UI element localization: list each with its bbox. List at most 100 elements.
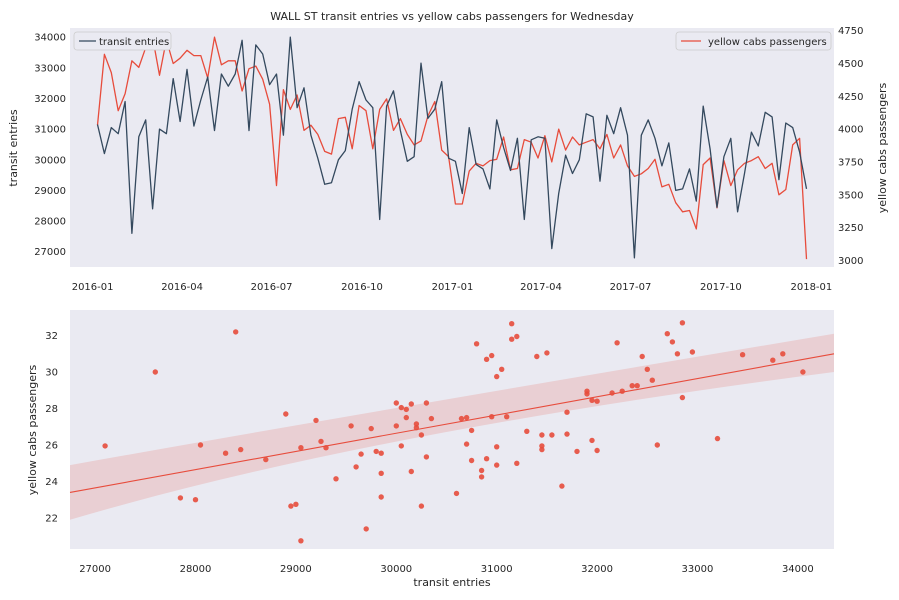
scatter-y-tick-label: 28 — [45, 404, 58, 415]
scatter-point — [589, 437, 595, 444]
scatter-point — [313, 417, 319, 424]
line-chart-right-y-tick-label: 3250 — [838, 223, 863, 234]
scatter-point — [614, 340, 620, 346]
line-chart-right-y-axis: 3000 3250 3500 3750 4000 4250 4500 4750 — [838, 26, 863, 267]
scatter-point — [222, 450, 229, 456]
scatter-point — [584, 388, 590, 394]
scatter-point — [564, 409, 570, 415]
line-chart-left-y-tick-label: 34000 — [34, 33, 66, 44]
scatter-point — [539, 432, 545, 438]
scatter-point — [102, 443, 108, 449]
scatter-point — [378, 450, 384, 456]
scatter-point — [589, 397, 595, 403]
scatter-point — [594, 447, 600, 454]
scatter-point — [458, 415, 465, 422]
scatter-point — [564, 431, 570, 437]
scatter-point — [739, 352, 746, 358]
scatter-point — [494, 462, 500, 468]
scatter-plot-area — [70, 310, 834, 549]
scatter-point — [649, 377, 655, 383]
scatter-x-tick-label: 34000 — [782, 564, 814, 575]
line-chart-series — [96, 36, 808, 260]
scatter-point — [639, 353, 645, 360]
scatter-y-tick-label: 30 — [45, 368, 58, 379]
line-chart-left-y-tick-label: 31000 — [34, 125, 66, 136]
scatter-point — [333, 476, 339, 482]
scatter-point — [468, 427, 475, 434]
scatter-point — [509, 321, 515, 327]
scatter-point — [418, 503, 425, 509]
line-chart-x-tick-label: 2017-07 — [610, 282, 652, 293]
scatter-y-tick-label: 26 — [45, 441, 58, 452]
line-chart-x-tick-label: 2016-07 — [251, 282, 293, 293]
scatter-point — [288, 503, 294, 509]
scatter-point — [393, 423, 399, 429]
scatter-point — [473, 341, 480, 347]
scatter-point — [770, 357, 776, 363]
scatter-point — [152, 369, 158, 375]
line-chart-x-tick-label: 2016-10 — [341, 282, 383, 293]
scatter-point — [238, 446, 244, 453]
line-chart-left-y-tick-label: 32000 — [34, 94, 66, 105]
scatter-point — [689, 349, 696, 355]
legend-yellow-cabs: yellow cabs passengers — [675, 31, 832, 51]
scatter-point — [353, 464, 359, 470]
scatter-y-tick-label: 24 — [45, 477, 58, 488]
line-chart-x-tick-label: 2017-10 — [700, 282, 742, 293]
scatter-point — [594, 398, 600, 404]
scatter-x-tick-label: 28000 — [180, 564, 212, 575]
scatter-point — [423, 454, 430, 460]
scatter-point — [483, 456, 490, 462]
line-chart-right-y-tick-label: 3750 — [838, 157, 863, 168]
scatter-point — [514, 460, 520, 466]
scatter-point — [408, 468, 414, 475]
scatter-point — [669, 339, 676, 345]
legend-yellow-cabs-label: yellow cabs passengers — [708, 37, 827, 48]
line-chart-left-y-axis: 27000 28000 29000 30000 31000 32000 33000 34000 — [34, 33, 66, 258]
line-chart-right-y-tick-label: 4250 — [838, 92, 863, 103]
scatter-point — [468, 457, 475, 464]
line-chart-left-y-tick-label: 29000 — [34, 186, 66, 197]
scatter-point — [298, 445, 304, 451]
line-chart-left-y-label: transit entries — [7, 109, 20, 187]
scatter-point — [679, 394, 686, 401]
line-chart-left-y-tick-label: 33000 — [34, 63, 66, 74]
legend-transit-label: transit entries — [99, 37, 169, 48]
scatter-point — [478, 474, 485, 480]
scatter-x-tick-label: 27000 — [79, 564, 111, 575]
scatter-point — [263, 456, 269, 463]
scatter-point — [524, 428, 530, 434]
line-chart-panel: WALL ST transit entries vs yellow cabs p… — [7, 10, 889, 293]
scatter-x-tick-label: 31000 — [481, 564, 513, 575]
scatter-point — [298, 538, 304, 544]
scatter-point — [780, 351, 786, 357]
scatter-point — [574, 448, 580, 455]
transit-entries-line — [96, 36, 808, 259]
scatter-point — [368, 425, 374, 432]
scatter-point — [544, 350, 550, 356]
scatter-point — [293, 501, 299, 507]
line-chart-right-y-tick-label: 4750 — [838, 26, 863, 37]
line-chart-right-y-tick-label: 4000 — [838, 125, 863, 136]
scatter-point — [363, 526, 369, 532]
regression-line — [69, 353, 835, 493]
scatter-point — [318, 438, 324, 445]
scatter-point — [348, 423, 354, 429]
scatter-point — [408, 401, 414, 407]
line-chart-right-y-tick-label: 3000 — [838, 256, 863, 267]
scatter-point — [378, 494, 384, 500]
line-chart-x-tick-label: 2018-01 — [790, 282, 832, 293]
scatter-point — [654, 442, 660, 448]
scatter-x-tick-label: 29000 — [280, 564, 312, 575]
scatter-point — [494, 373, 500, 380]
scatter-point — [539, 446, 545, 453]
scatter-point — [619, 388, 625, 394]
scatter-y-tick-label: 32 — [45, 331, 58, 342]
line-chart-left-y-tick-label: 30000 — [34, 155, 66, 166]
scatter-y-label: yellow cabs passengers — [26, 364, 39, 495]
scatter-point — [403, 406, 409, 413]
scatter-point — [494, 444, 500, 450]
scatter-point — [609, 390, 615, 396]
scatter-point — [428, 415, 435, 422]
scatter-point — [413, 421, 420, 427]
